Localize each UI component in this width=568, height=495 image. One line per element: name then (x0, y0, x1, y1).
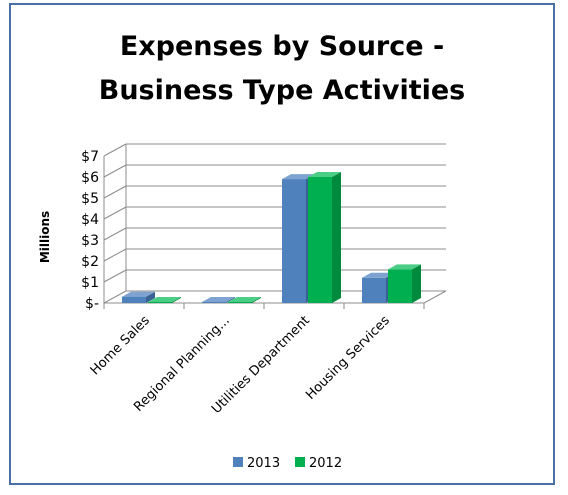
y-tick-label: $5 (81, 191, 99, 207)
gridline-depth (104, 165, 126, 177)
legend-swatch (233, 457, 243, 467)
gridline-depth (104, 186, 126, 198)
bar-front (308, 177, 332, 303)
y-tick-labels: $- $1 $2 $3 $4 $5 $6 $7 (81, 149, 99, 312)
bar (388, 264, 421, 303)
y-tick-label: $2 (81, 254, 99, 270)
x-tick-label: Housing Services (303, 313, 393, 403)
bar-front (202, 302, 226, 303)
gridline-depth (104, 270, 126, 282)
bar-side (412, 264, 421, 303)
y-tick-label: $3 (81, 233, 99, 249)
gridline-depth (104, 228, 126, 240)
y-tick-label: $- (85, 296, 99, 312)
bar-front (148, 302, 172, 303)
bar-chart: Expenses by Source - Business Type Activ… (11, 5, 557, 487)
gridline-depth (104, 249, 126, 261)
chart-frame: Expenses by Source - Business Type Activ… (9, 3, 555, 485)
legend: 2013 2012 (233, 456, 342, 471)
chart-title-line-1: Expenses by Source - (120, 31, 444, 62)
bar-front (228, 302, 252, 303)
chart-title-line-2: Business Type Activities (99, 75, 466, 106)
bar-front (282, 179, 306, 303)
bar-front (122, 297, 146, 303)
y-tick-label: $1 (81, 275, 99, 291)
bar-side (332, 172, 341, 303)
gridline-depth (104, 207, 126, 219)
bar-front (388, 269, 412, 303)
y-tick-label: $7 (81, 149, 99, 165)
y-tick-label: $4 (81, 212, 99, 228)
floor-edge (424, 291, 446, 303)
bars-layer (122, 172, 421, 303)
bar (308, 172, 341, 303)
legend-swatch (295, 457, 305, 467)
legend-label: 2012 (309, 456, 342, 471)
x-tick-label: Home Sales (88, 313, 153, 378)
y-tick-label: $6 (81, 170, 99, 186)
bar-front (362, 278, 386, 303)
legend-label: 2013 (247, 456, 280, 471)
gridline-depth (104, 144, 126, 156)
y-axis-label: Millions (38, 211, 52, 263)
